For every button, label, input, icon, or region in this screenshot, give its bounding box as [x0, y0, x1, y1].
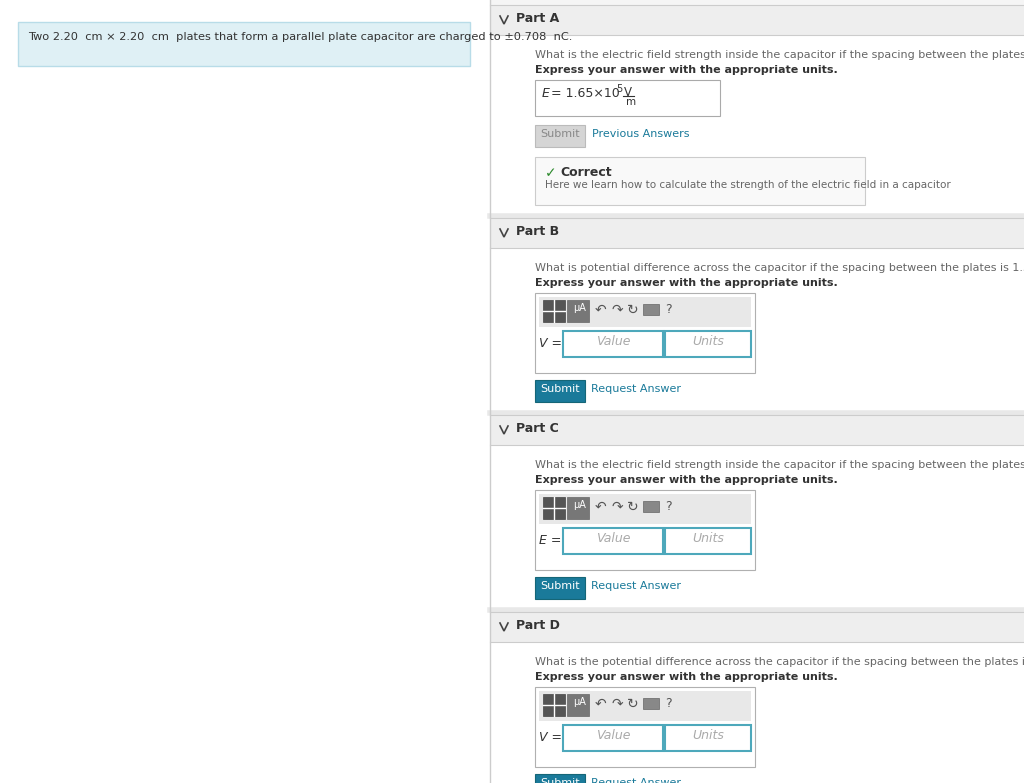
Text: μA: μA	[573, 500, 586, 510]
Bar	[563, 725, 663, 751]
Text: = 1.65×10: = 1.65×10	[551, 87, 620, 100]
Text: ?: ?	[665, 697, 672, 710]
Text: Here we learn how to calculate the strength of the electric field in a capacitor: Here we learn how to calculate the stren…	[545, 180, 950, 190]
Text: ?: ?	[665, 303, 672, 316]
Text: Units: Units	[692, 729, 724, 742]
Text: ↻: ↻	[627, 697, 639, 711]
Text: Request Answer: Request Answer	[591, 778, 681, 783]
Text: Express your answer with the appropriate units.: Express your answer with the appropriate…	[535, 278, 838, 288]
Text: ↶: ↶	[595, 697, 606, 711]
Bar	[535, 125, 585, 147]
Text: Two 2.20  cm × 2.20  cm  plates that form a parallel plate capacitor are charged: Two 2.20 cm × 2.20 cm plates that form a…	[28, 32, 572, 42]
Bar	[535, 687, 755, 767]
Text: Units: Units	[692, 532, 724, 545]
Bar	[535, 293, 755, 373]
Text: Value: Value	[596, 532, 630, 545]
Bar	[539, 297, 751, 327]
Bar	[543, 694, 565, 716]
Text: 5: 5	[616, 84, 623, 94]
Bar	[665, 331, 751, 357]
Text: Submit: Submit	[541, 384, 580, 394]
Text: Express your answer with the appropriate units.: Express your answer with the appropriate…	[535, 475, 838, 485]
Text: What is the electric field strength inside the capacitor if the spacing between : What is the electric field strength insi…	[535, 460, 1024, 470]
Bar	[490, 35, 1024, 223]
Bar	[535, 577, 585, 599]
Text: ↷: ↷	[611, 303, 623, 317]
Bar	[490, 218, 1024, 248]
Bar	[490, 5, 1024, 35]
Bar	[0, 0, 490, 783]
Text: ↻: ↻	[627, 303, 639, 317]
Bar	[643, 501, 659, 512]
Bar	[543, 497, 565, 519]
Text: Part B: Part B	[516, 225, 559, 238]
Text: ↶: ↶	[595, 500, 606, 514]
Text: Express your answer with the appropriate units.: Express your answer with the appropriate…	[535, 672, 838, 682]
Text: V =: V =	[539, 731, 562, 744]
Text: ↷: ↷	[611, 500, 623, 514]
Text: E: E	[542, 87, 550, 100]
Text: Request Answer: Request Answer	[591, 384, 681, 394]
Text: μA: μA	[573, 303, 586, 313]
Bar	[567, 300, 589, 322]
Text: Units: Units	[692, 335, 724, 348]
Bar	[567, 497, 589, 519]
Bar	[535, 380, 585, 402]
Text: ↻: ↻	[627, 500, 639, 514]
Text: ↶: ↶	[595, 303, 606, 317]
Bar	[563, 528, 663, 554]
Text: What is potential difference across the capacitor if the spacing between the pla: What is potential difference across the …	[535, 263, 1024, 273]
Text: Part C: Part C	[516, 422, 559, 435]
Bar	[535, 157, 865, 205]
Text: ↷: ↷	[611, 697, 623, 711]
Text: ✓: ✓	[545, 166, 557, 180]
Text: Previous Answers: Previous Answers	[592, 129, 689, 139]
Text: Request Answer: Request Answer	[591, 581, 681, 591]
Text: Submit: Submit	[541, 581, 580, 591]
Bar	[535, 80, 720, 116]
Bar	[490, 445, 1024, 620]
Bar	[543, 300, 565, 322]
Bar	[490, 415, 1024, 445]
Bar	[665, 528, 751, 554]
Text: ?: ?	[665, 500, 672, 513]
Text: What is the potential difference across the capacitor if the spacing between the: What is the potential difference across …	[535, 657, 1024, 667]
Text: V =: V =	[539, 337, 562, 350]
Bar	[490, 248, 1024, 423]
Bar	[490, 612, 1024, 642]
Bar	[643, 698, 659, 709]
Bar	[535, 490, 755, 570]
Text: Part A: Part A	[516, 12, 559, 25]
Bar	[539, 494, 751, 524]
Bar	[535, 774, 585, 783]
Text: E =: E =	[539, 534, 561, 547]
Text: μA: μA	[573, 697, 586, 707]
Bar	[567, 694, 589, 716]
Text: Submit: Submit	[541, 129, 580, 139]
Bar	[563, 331, 663, 357]
Bar	[643, 304, 659, 315]
Text: V: V	[624, 86, 632, 99]
Text: m: m	[626, 97, 636, 107]
Bar	[18, 22, 470, 66]
Bar	[665, 725, 751, 751]
Bar	[490, 0, 1024, 783]
Text: Value: Value	[596, 729, 630, 742]
Text: Part D: Part D	[516, 619, 560, 632]
Text: Correct: Correct	[560, 166, 611, 179]
Bar	[539, 691, 751, 721]
Text: What is the electric field strength inside the capacitor if the spacing between : What is the electric field strength insi…	[535, 50, 1024, 60]
Bar	[490, 642, 1024, 783]
Text: Value: Value	[596, 335, 630, 348]
Text: Express your answer with the appropriate units.: Express your answer with the appropriate…	[535, 65, 838, 75]
Text: Submit: Submit	[541, 778, 580, 783]
